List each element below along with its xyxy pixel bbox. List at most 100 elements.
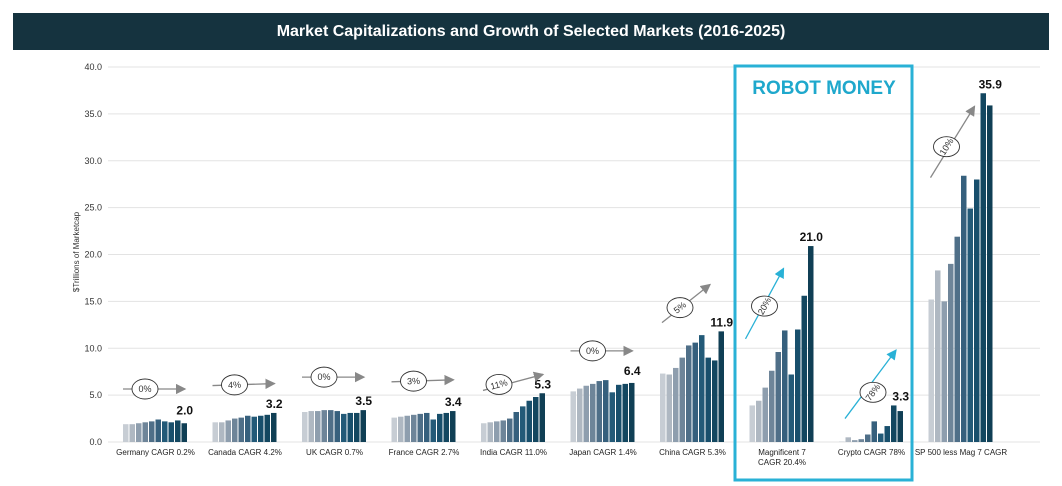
bar bbox=[775, 352, 781, 442]
growth-circle bbox=[400, 370, 427, 392]
bar bbox=[149, 421, 155, 442]
end-value-label: 21.0 bbox=[800, 230, 824, 244]
category-label: Germany CAGR 0.2% bbox=[116, 448, 195, 457]
bar bbox=[629, 382, 635, 442]
growth-circle bbox=[933, 136, 960, 158]
y-axis-ticks: 0.0 5.0 10.0 15.0 20.0 25.0 30.0 35.0 40.0 bbox=[84, 62, 102, 447]
y-tick-label: 5.0 bbox=[89, 390, 102, 400]
bar bbox=[871, 421, 877, 442]
category-label: China CAGR 5.3% bbox=[659, 448, 726, 457]
y-tick-label: 30.0 bbox=[84, 156, 102, 166]
bar bbox=[328, 410, 334, 442]
bar bbox=[494, 421, 500, 442]
growth-circle bbox=[310, 366, 338, 388]
category-label: Canada CAGR 4.2% bbox=[208, 448, 282, 457]
bar bbox=[450, 411, 456, 442]
bar bbox=[865, 434, 871, 442]
bar bbox=[354, 412, 360, 442]
category-label: UK CAGR 0.7% bbox=[306, 448, 363, 457]
bar bbox=[404, 415, 410, 442]
bar bbox=[884, 426, 890, 442]
bar bbox=[858, 439, 864, 442]
bar bbox=[712, 360, 718, 442]
growth-circle bbox=[221, 374, 248, 396]
bar bbox=[948, 263, 954, 442]
bar bbox=[481, 423, 487, 442]
bar bbox=[411, 414, 417, 442]
robot-money-highlight-box bbox=[733, 64, 914, 482]
bar bbox=[238, 417, 244, 442]
bar bbox=[603, 380, 609, 442]
y-tick-label: 0.0 bbox=[89, 437, 102, 447]
bar bbox=[590, 383, 596, 442]
bar bbox=[673, 367, 679, 442]
category-labels: Germany CAGR 0.2% Canada CAGR 4.2% UK CAGR… bbox=[116, 448, 1007, 467]
end-value-label: 2.0 bbox=[176, 404, 193, 418]
bar bbox=[583, 385, 589, 442]
bar bbox=[891, 405, 897, 442]
bar bbox=[749, 405, 755, 442]
end-value-label: 3.2 bbox=[266, 397, 283, 411]
bar bbox=[232, 418, 238, 442]
bar bbox=[437, 413, 443, 442]
bar bbox=[769, 370, 775, 442]
end-value-labels: 2.0 3.2 3.5 3.4 5.3 6.4 11.9 21.0 3.3 35.9 bbox=[176, 77, 1002, 417]
bars bbox=[123, 93, 993, 442]
bar bbox=[705, 357, 711, 442]
bar bbox=[334, 411, 340, 442]
category-label: France CAGR 2.7% bbox=[389, 448, 460, 457]
bar bbox=[954, 236, 960, 442]
bar bbox=[417, 413, 423, 442]
bar bbox=[487, 422, 493, 442]
y-tick-label: 35.0 bbox=[84, 109, 102, 119]
bar bbox=[609, 392, 615, 442]
bar bbox=[795, 329, 801, 442]
bar bbox=[596, 381, 602, 442]
bar bbox=[935, 270, 941, 442]
end-value-label: 6.4 bbox=[624, 364, 641, 378]
bar bbox=[424, 412, 430, 442]
growth-circle bbox=[751, 295, 778, 317]
growth-label: 0% bbox=[138, 384, 151, 394]
category-label: Magnificent 7 CAGR 20.4% bbox=[758, 448, 806, 467]
bar bbox=[347, 412, 353, 442]
category-label: Crypto CAGR 78% bbox=[838, 448, 905, 457]
bar bbox=[391, 417, 397, 442]
bar bbox=[961, 175, 967, 442]
bar bbox=[801, 295, 807, 442]
bar bbox=[136, 423, 142, 442]
growth-circle bbox=[859, 381, 887, 403]
bar bbox=[212, 422, 218, 442]
category-label: Japan CAGR 1.4% bbox=[569, 448, 637, 457]
bar bbox=[507, 418, 513, 442]
bar bbox=[443, 412, 449, 442]
bar bbox=[539, 393, 545, 442]
bar bbox=[788, 374, 794, 442]
y-tick-label: 25.0 bbox=[84, 203, 102, 213]
growth-circle bbox=[485, 373, 513, 395]
bar bbox=[577, 388, 583, 442]
bar bbox=[616, 384, 622, 442]
bar bbox=[699, 335, 705, 442]
growth-circle bbox=[579, 340, 606, 362]
bar bbox=[430, 419, 436, 442]
bar bbox=[897, 411, 903, 442]
end-value-label: 11.9 bbox=[710, 315, 733, 329]
bar bbox=[315, 411, 321, 442]
bar bbox=[941, 301, 947, 442]
bar bbox=[398, 416, 404, 442]
bar bbox=[692, 342, 698, 442]
growth-label: 0% bbox=[317, 372, 330, 382]
bar bbox=[660, 373, 666, 442]
bar bbox=[123, 424, 129, 442]
bar bbox=[928, 299, 934, 442]
bar bbox=[142, 422, 148, 442]
y-tick-label: 40.0 bbox=[84, 62, 102, 72]
y-tick-label: 10.0 bbox=[84, 343, 102, 353]
bar bbox=[533, 397, 539, 442]
bar bbox=[756, 400, 762, 442]
bar bbox=[679, 357, 685, 442]
growth-circle bbox=[666, 297, 694, 319]
end-value-label: 5.3 bbox=[534, 377, 551, 391]
bar bbox=[500, 420, 506, 442]
